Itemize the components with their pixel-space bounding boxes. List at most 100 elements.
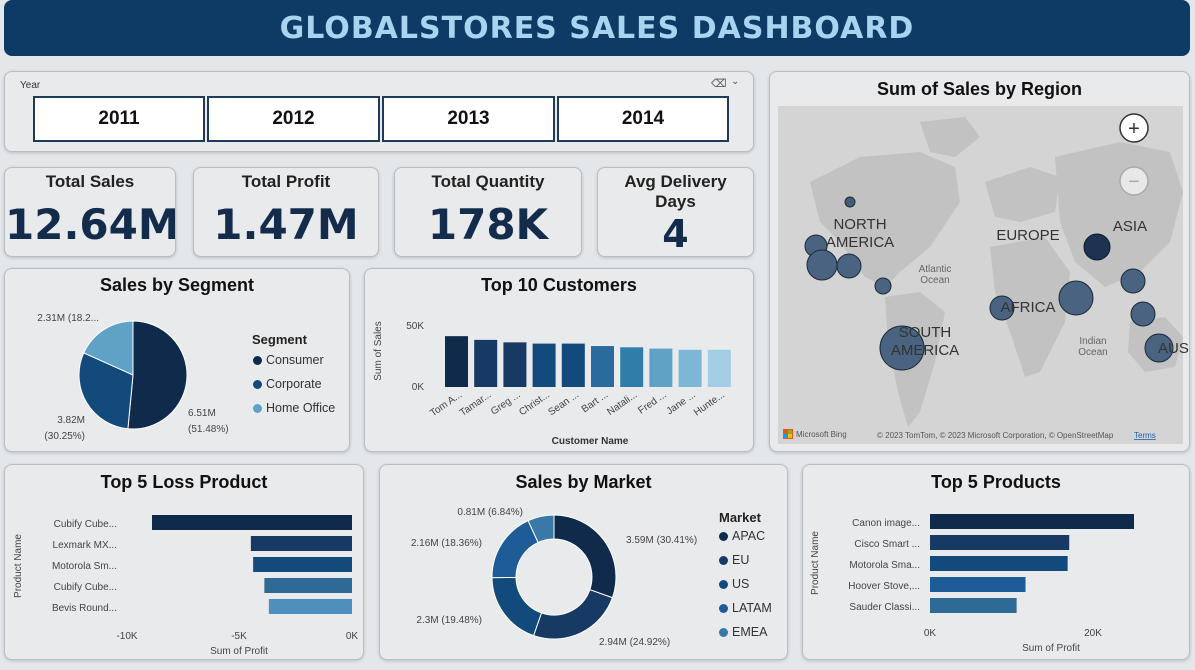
bar[interactable] <box>474 339 498 387</box>
x-tick-label: Greg ... <box>489 389 523 417</box>
legend-label: EU <box>732 553 750 567</box>
bar[interactable] <box>930 535 1070 550</box>
legend-label: US <box>732 577 750 591</box>
bar[interactable] <box>930 556 1068 571</box>
pie-slice-corporate[interactable] <box>78 352 134 430</box>
bar[interactable] <box>445 336 468 387</box>
data-label: 3.59M (30.41%) <box>626 535 697 546</box>
bar[interactable] <box>649 348 673 387</box>
year-button-2011[interactable]: 2011 <box>33 96 205 142</box>
year-button-2013[interactable]: 2013 <box>382 96 555 142</box>
donut-slice-apac[interactable] <box>553 514 617 599</box>
map-label-africa: AFRICA <box>1000 299 1055 316</box>
map-label: NORTH <box>833 216 886 233</box>
legend-dot <box>253 355 262 365</box>
year-slicer-label: Year <box>20 80 41 91</box>
bar[interactable] <box>930 577 1026 592</box>
bar[interactable] <box>930 514 1134 529</box>
legend-item-emea[interactable]: EMEA <box>719 625 767 639</box>
bar[interactable] <box>503 342 527 387</box>
customers-bar-chart[interactable]: 50K 0K Sum of Sales Customer Name Tom A...Ta… <box>365 269 754 452</box>
x-tick-label: 0K <box>346 631 359 642</box>
top-products-bar-chart[interactable]: Canon image... Cisco Smart ... Motorola Sm… <box>803 465 1190 660</box>
y-tick-label: Bevis Round... <box>52 603 117 614</box>
map-label-aust: AUST <box>1158 340 1190 357</box>
europe-landmass <box>985 167 1060 222</box>
data-label: (30.25%) <box>44 431 85 442</box>
y-tick-label: Lexmark MX... <box>53 540 117 551</box>
x-tick-label: Sean ... <box>546 389 581 418</box>
legend-item-apac[interactable]: APAC <box>719 529 765 543</box>
y-tick-label: 0K <box>412 382 425 393</box>
map-label: Ocean <box>1078 347 1107 358</box>
segment-pie-chart[interactable]: 6.51M (51.48%) 3.82M (30.25%) 2.31M (18.2... <box>5 269 350 452</box>
map-terms-link[interactable]: Terms <box>1134 431 1156 440</box>
zoom-out-button[interactable]: − <box>1119 166 1149 196</box>
dashboard-header: GLOBALSTORES SALES DASHBOARD <box>4 0 1190 56</box>
bar[interactable] <box>930 598 1017 613</box>
legend-dot <box>719 603 728 613</box>
donut-slice-emea[interactable] <box>527 514 555 544</box>
bar[interactable] <box>591 346 614 387</box>
donut-slice-us[interactable] <box>491 576 543 637</box>
zoom-in-button[interactable]: + <box>1119 113 1149 143</box>
bar[interactable] <box>152 515 352 530</box>
bar[interactable] <box>250 536 352 551</box>
pie-slice-home-office[interactable] <box>83 320 134 376</box>
legend-item-home-office[interactable]: Home Office <box>253 401 335 415</box>
donut-slice-eu[interactable] <box>532 589 614 640</box>
kpi-label: Total Quantity <box>431 172 545 191</box>
bing-label: Microsoft Bing <box>796 430 847 439</box>
data-label: 0.81M (6.84%) <box>457 507 523 518</box>
map-label: SOUTH <box>899 324 952 341</box>
eraser-icon[interactable]: ⌫ <box>711 78 727 90</box>
legend-dot <box>719 579 728 589</box>
bar[interactable] <box>707 349 731 387</box>
segment-title: Sales by Segment <box>99 275 255 295</box>
market-legend-title: Market <box>719 510 761 525</box>
year-button-2012[interactable]: 2012 <box>207 96 380 142</box>
legend-item-latam[interactable]: LATAM <box>719 601 772 615</box>
bar[interactable] <box>253 557 352 572</box>
map-bubble <box>989 295 1015 321</box>
greenland-landmass <box>920 117 980 157</box>
legend-item-corporate[interactable]: Corporate <box>253 377 322 391</box>
dashboard-title: GLOBALSTORES SALES DASHBOARD <box>279 10 915 46</box>
legend-item-us[interactable]: US <box>719 577 749 591</box>
customers-card: Top 10 Customers 50K 0K Sum of Sales Custom… <box>364 268 754 452</box>
donut-slice-latam[interactable] <box>491 520 539 579</box>
data-label: 2.3M (19.48%) <box>416 615 482 626</box>
bar[interactable] <box>561 343 585 387</box>
bar[interactable] <box>678 349 702 387</box>
loss-products-card: Top 5 Loss Product Cubify Cube... Lexmark… <box>4 464 364 660</box>
loss-products-bar-chart[interactable]: Cubify Cube... Lexmark MX... Motorola Sm..… <box>5 465 364 660</box>
x-tick-label: Tom A... <box>428 389 464 419</box>
bar[interactable] <box>264 578 352 593</box>
map-canvas[interactable]: NORTH AMERICA EUROPE ASIA AFRICA SOUTH A… <box>770 72 1190 452</box>
x-tick-label: -5K <box>231 631 247 642</box>
year-button-2014[interactable]: 2014 <box>557 96 729 142</box>
map-label: Ocean <box>920 275 949 286</box>
pie-slice-consumer[interactable] <box>127 320 188 430</box>
bar[interactable] <box>620 347 644 387</box>
market-donut-chart[interactable]: 3.59M (30.41%) 2.94M (24.92%) 2.3M (19.48%… <box>380 465 788 660</box>
legend-item-consumer[interactable]: Consumer <box>253 353 324 367</box>
map-label: AMERICA <box>826 234 894 251</box>
map-bubble <box>879 325 925 371</box>
bar[interactable] <box>532 343 556 387</box>
bar[interactable] <box>268 599 352 614</box>
kpi-total-quantity: Total Quantity 178K <box>394 167 582 257</box>
y-axis-title: Product Name <box>13 534 24 598</box>
legend-dot <box>719 531 728 541</box>
x-tick-label: Natali... <box>605 389 639 417</box>
map-bubble <box>1130 301 1156 327</box>
legend-label: Home Office <box>266 401 336 415</box>
map-label-europe: EUROPE <box>996 227 1059 244</box>
x-tick-label: -10K <box>116 631 137 642</box>
legend-item-eu[interactable]: EU <box>719 553 749 567</box>
loss-products-title: Top 5 Loss Product <box>100 472 268 492</box>
map-bubble <box>1058 280 1094 316</box>
x-tick-label: Bart ... <box>580 389 610 415</box>
chevron-down-icon[interactable]: ⌄ <box>731 76 740 87</box>
map-title: Sum of Sales by Region <box>876 79 1083 99</box>
